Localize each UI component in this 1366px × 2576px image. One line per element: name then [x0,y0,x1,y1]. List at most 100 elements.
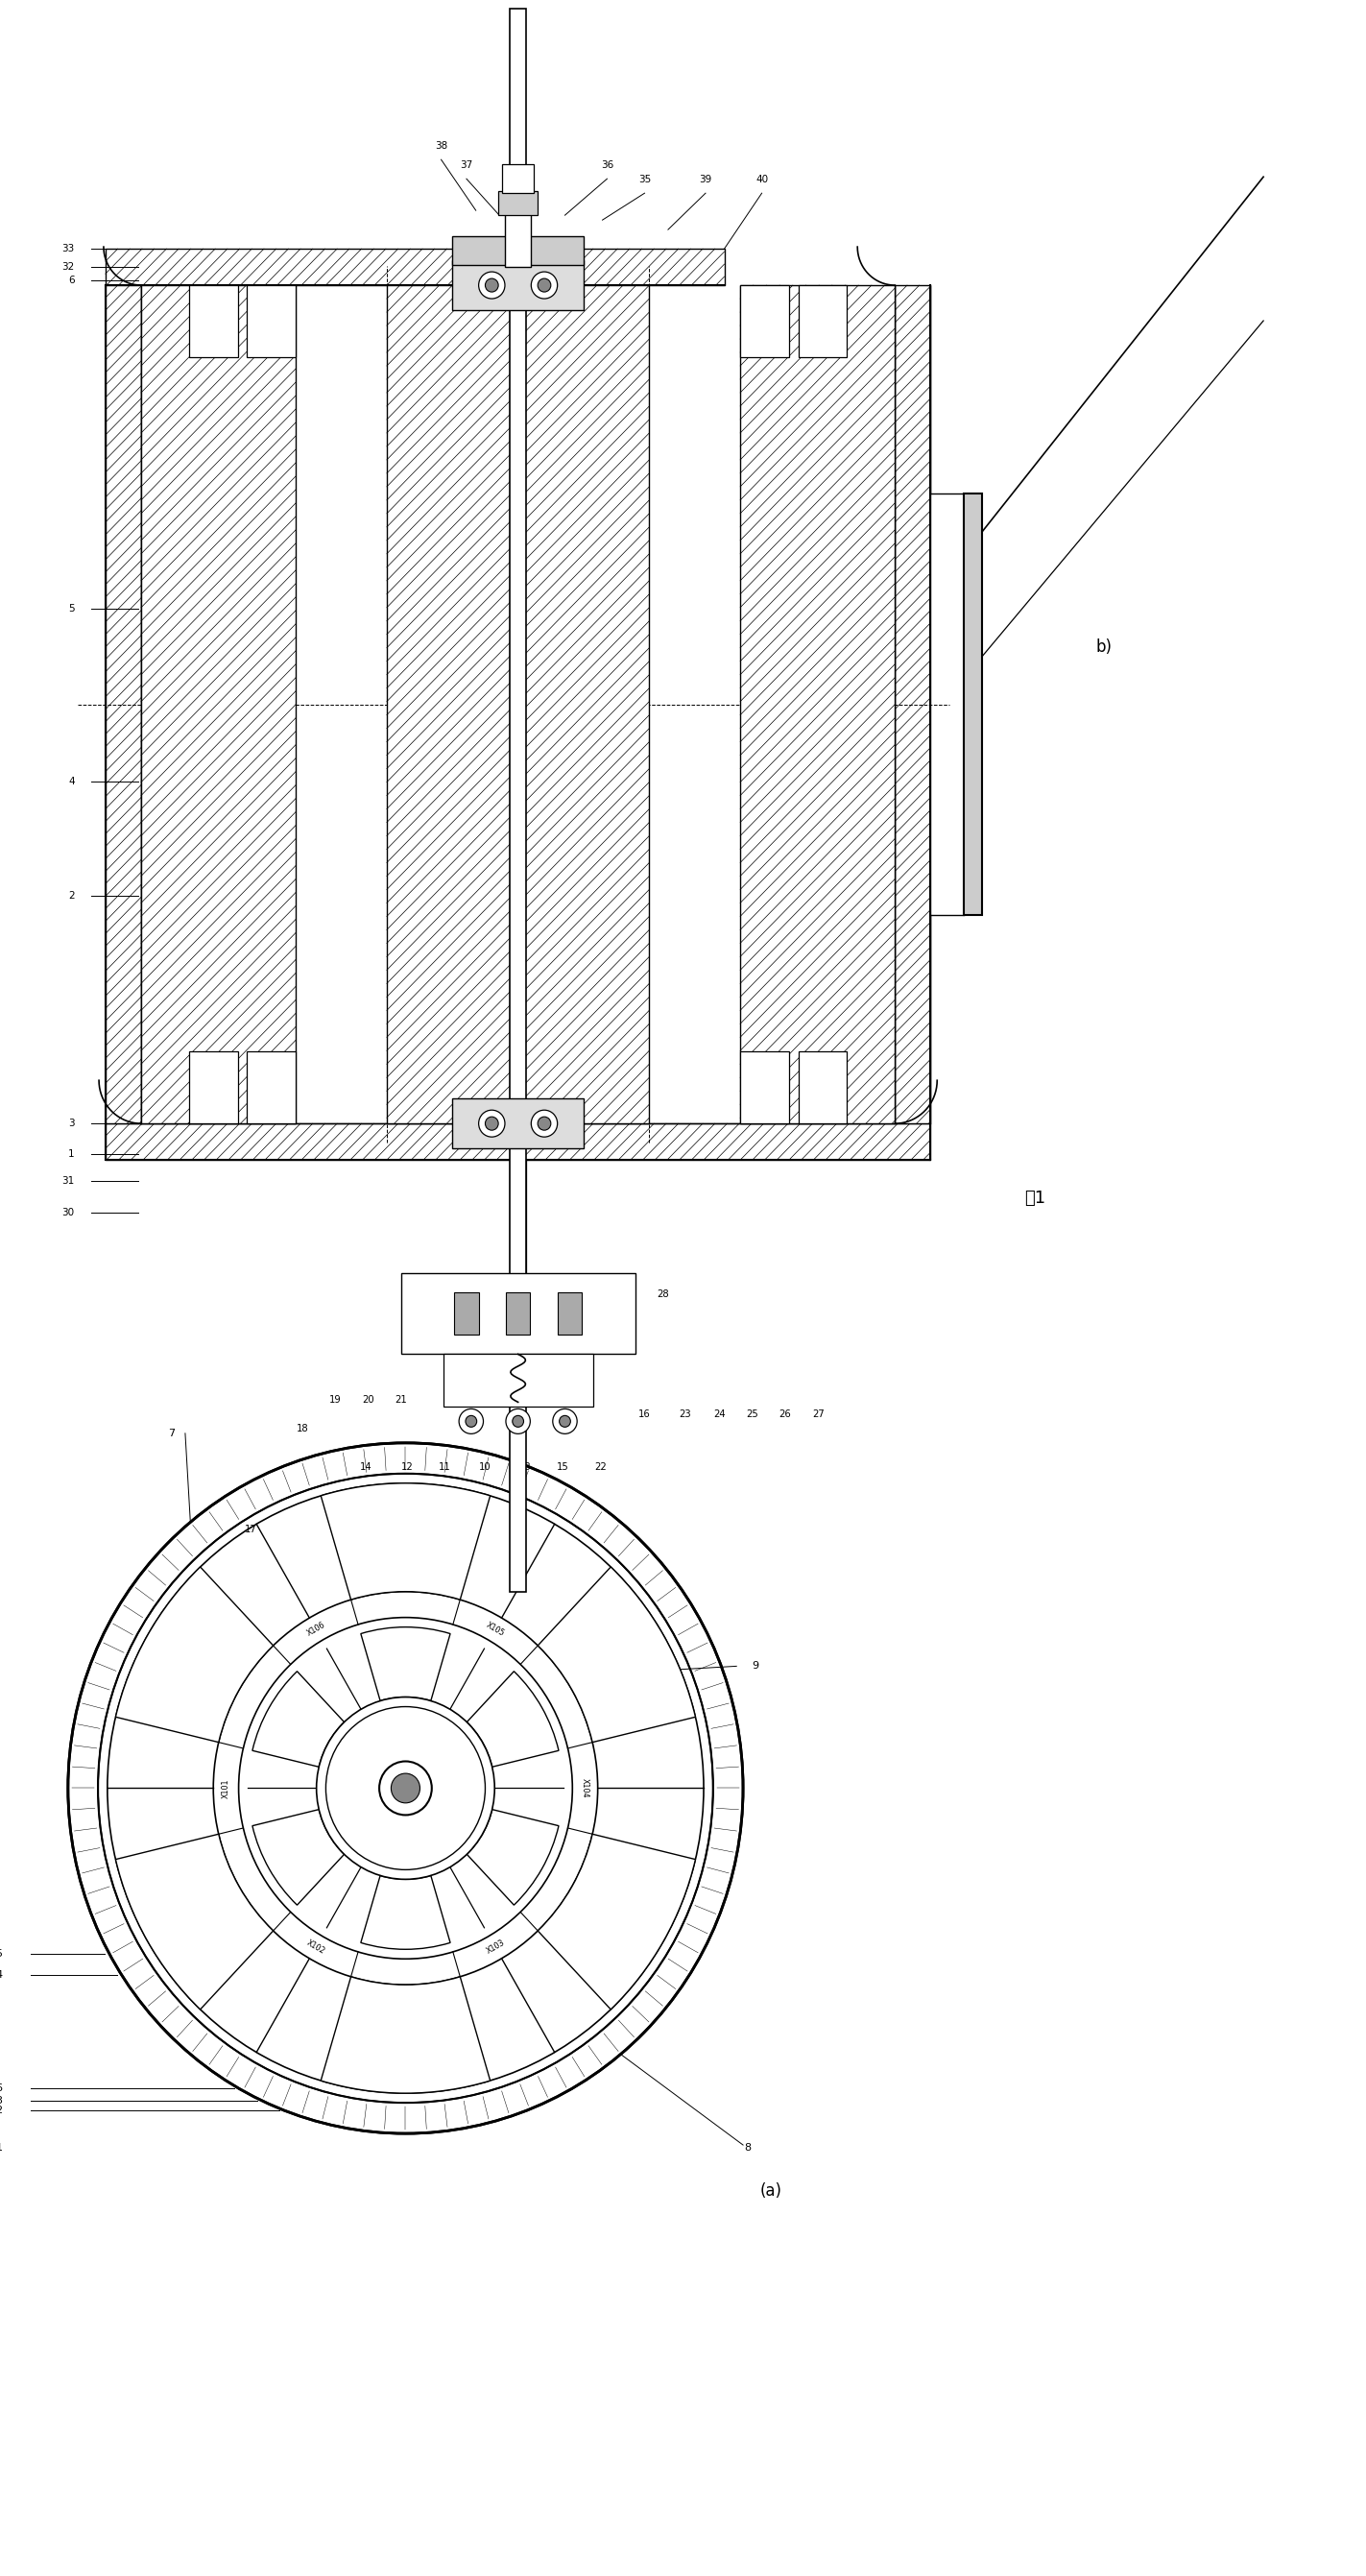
Circle shape [559,1417,571,1427]
Text: A101: A101 [182,1654,205,1672]
Text: 30: 30 [61,1208,75,1218]
Text: ×: × [266,314,276,327]
Circle shape [466,1417,477,1427]
Text: 5: 5 [68,603,75,613]
Wedge shape [538,1566,695,1741]
Text: A106: A106 [402,1528,410,1548]
Text: 13: 13 [519,1463,531,1471]
Bar [499,191,538,216]
Text: ×: × [759,314,769,327]
Bar [505,209,531,268]
Bar [400,1273,635,1355]
Wedge shape [253,1672,344,1767]
Bar [510,8,526,1592]
Text: 35: 35 [638,175,652,185]
Bar [740,286,895,1123]
Bar [503,165,534,193]
Bar [557,1293,582,1334]
Text: ×: × [266,1082,276,1095]
Circle shape [485,1118,499,1131]
Text: (a): (a) [759,2182,783,2200]
Text: 1: 1 [0,2143,3,2154]
Bar [740,1051,790,1123]
Bar [247,1051,296,1123]
Bar [895,286,930,1123]
Circle shape [505,1409,530,1435]
Text: ×: × [818,1082,828,1095]
Wedge shape [116,1566,273,1741]
Text: S1: S1 [292,1844,305,1857]
Text: 19: 19 [329,1396,342,1404]
Text: 2: 2 [68,891,75,902]
Bar [963,495,982,914]
Text: 15: 15 [557,1463,570,1471]
Bar [452,1097,583,1149]
Text: X102: X102 [305,1940,326,1955]
Text: 26: 26 [779,1409,791,1419]
Wedge shape [538,1834,695,2009]
Text: A105: A105 [607,1654,630,1672]
Circle shape [538,1118,550,1131]
Text: 3: 3 [0,2097,3,2105]
Bar [387,286,649,1123]
Wedge shape [467,1672,559,1767]
Bar [452,237,583,265]
Text: 5: 5 [0,1950,3,1958]
Wedge shape [321,1976,490,2094]
Wedge shape [467,1808,559,1906]
Bar [105,250,724,286]
Text: N3: N3 [505,1718,519,1731]
Bar [105,1123,930,1159]
Circle shape [478,1110,505,1136]
Circle shape [478,273,505,299]
Text: A104: A104 [607,1904,630,1922]
Text: 10: 10 [479,1463,492,1471]
Text: 32: 32 [61,263,75,273]
Bar [798,1051,847,1123]
Text: 11: 11 [438,1463,451,1471]
Text: 18: 18 [296,1425,309,1432]
Text: 4: 4 [68,775,75,786]
Text: X104: X104 [581,1777,589,1798]
Text: 25: 25 [746,1409,758,1419]
Text: 37: 37 [460,160,473,170]
Circle shape [538,278,550,291]
Bar [452,260,583,309]
Bar [189,1051,238,1123]
Text: 31: 31 [61,1177,75,1185]
Text: 3: 3 [68,1118,75,1128]
Text: 29: 29 [552,1275,564,1285]
Text: ×: × [208,314,219,327]
Bar [247,286,296,358]
Circle shape [380,1762,432,1816]
Circle shape [512,1417,523,1427]
Bar [105,286,141,1123]
Text: 12: 12 [402,1463,414,1471]
Text: 28: 28 [657,1291,669,1298]
Text: ×: × [818,314,828,327]
Text: 4: 4 [0,1971,3,1981]
Text: A103: A103 [402,2027,410,2050]
Bar [443,1355,593,1406]
Text: 33: 33 [61,245,75,252]
Wedge shape [361,1875,451,1950]
Text: X106: X106 [305,1620,326,1638]
Text: S2: S2 [505,1844,519,1857]
Bar [455,1293,478,1334]
Text: 23: 23 [679,1409,691,1419]
Wedge shape [321,1484,490,1600]
Text: 40: 40 [755,175,768,185]
Text: S3: S3 [400,1659,411,1667]
Text: 1: 1 [68,1149,75,1159]
Wedge shape [116,1834,273,2009]
Text: 9: 9 [751,1662,758,1672]
Bar [740,286,790,358]
Text: 34: 34 [507,188,519,198]
Text: 17: 17 [245,1525,257,1535]
Text: 16: 16 [638,1409,650,1419]
Text: 8: 8 [744,2143,751,2154]
Circle shape [68,1443,743,2133]
Circle shape [391,1772,419,1803]
Text: 39: 39 [699,175,712,185]
Wedge shape [253,1808,344,1906]
